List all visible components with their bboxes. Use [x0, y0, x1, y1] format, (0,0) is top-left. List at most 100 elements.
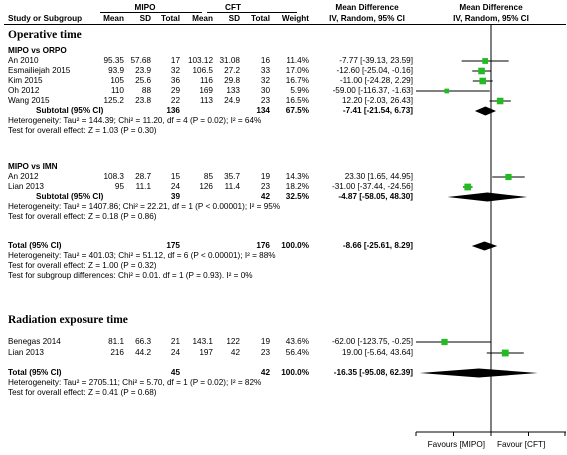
- subgroup-title-0: MIPO vs ORPO: [8, 46, 67, 55]
- overall-effect-1: Test for overall effect: Z = 0.18 (P = 0…: [8, 212, 157, 221]
- header-weight: Weight: [281, 14, 309, 23]
- study-row-1-0-name: An 2012: [8, 172, 39, 181]
- study-row-0-1-mean2: 106.5: [192, 66, 214, 75]
- heterogeneity-1: Heterogeneity: Tau² = 1407.86; Chi² = 22…: [8, 202, 281, 211]
- subtotal-row-0-weight: 67.5%: [285, 106, 309, 115]
- study-row-0-4-sd1: 23.8: [135, 96, 151, 105]
- header-md-text: Mean Difference: [335, 3, 399, 12]
- study-row-0-0-mean1: 95.35: [103, 56, 125, 65]
- study-row-0-0-n2: 16: [260, 56, 270, 65]
- study-row-0-4-weight: 16.5%: [285, 96, 309, 105]
- study-row-rad-1-mean2: 197: [199, 348, 213, 357]
- study-row-1-1-ci: -31.00 [-37.44, -24.56]: [331, 182, 413, 191]
- study-row-rad-1-n2: 23: [260, 348, 270, 357]
- study-row-0-0-mean2: 103.12: [187, 56, 213, 65]
- study-row-rad-1-mean1: 216: [110, 348, 124, 357]
- study-row-0-3-ci: -59.00 [-116.37, -1.63]: [332, 86, 413, 95]
- favours-left: Favours [MIPO]: [427, 440, 485, 449]
- subtotal-row-0-n2: 134: [256, 106, 270, 115]
- study-row-0-4-mean2: 113: [199, 96, 213, 105]
- total-heterogeneity-operative: Heterogeneity: Tau² = 401.03; Chi² = 51.…: [8, 251, 276, 260]
- study-row-0-4-n1: 22: [170, 96, 180, 105]
- study-row-0-4-sd2: 24.9: [224, 96, 240, 105]
- study-row-1-0-mean2: 85: [203, 172, 213, 181]
- total-row-radiation-weight: 100.0%: [281, 368, 309, 377]
- study-row-0-0-square: [482, 58, 489, 64]
- study-row-1-1-square: [464, 183, 472, 191]
- total-row-radiation-n2: 42: [260, 368, 270, 377]
- study-row-0-0-weight: 11.4%: [286, 56, 309, 65]
- study-row-0-2-ci: -11.00 [-24.28, 2.29]: [339, 76, 413, 85]
- study-row-0-0-sd1: 57.68: [130, 56, 152, 65]
- header-group2: CFT: [225, 3, 241, 12]
- study-row-0-1-name: Esmailiejah 2015: [8, 66, 71, 75]
- favours-right: Favour [CFT]: [497, 440, 546, 449]
- study-row-rad-0-ci: -62.00 [-123.75, -0.25]: [331, 337, 413, 346]
- study-row-1-0-n2: 19: [260, 172, 270, 181]
- overall-effect-0: Test for overall effect: Z = 1.03 (P = 0…: [8, 126, 157, 135]
- subtotal-row-0-label: Subtotal (95% CI): [36, 106, 104, 115]
- subgroup-title-1: MIPO vs IMN: [8, 162, 58, 171]
- study-row-1-1-mean1: 95: [114, 182, 124, 191]
- study-row-1-1-mean2: 126: [199, 182, 213, 191]
- study-row-0-2-n2: 32: [260, 76, 270, 85]
- study-row-0-0-ci: -7.77 [-39.13, 23.59]: [339, 56, 413, 65]
- study-row-rad-0-sd2: 122: [226, 337, 240, 346]
- section-title-radiation: Radiation exposure time: [8, 314, 128, 326]
- header-md-text-sub: IV, Random, 95% CI: [329, 14, 405, 23]
- study-row-0-3-sd1: 88: [141, 86, 151, 95]
- total-row-radiation-ci: -16.35 [-95.08, 62.39]: [333, 368, 413, 377]
- header-underline-group1: [100, 12, 202, 13]
- subtotal-row-1-diamond: [447, 192, 528, 202]
- header-underline-group2: [207, 12, 297, 13]
- study-row-rad-0-mean2: 143.1: [192, 337, 214, 346]
- study-row-rad-1-sd2: 42: [230, 348, 240, 357]
- study-row-0-3-mean2: 169: [199, 86, 213, 95]
- study-row-0-0-n1: 17: [170, 56, 180, 65]
- total-row-operative-ci: -8.66 [-25.61, 8.29]: [342, 241, 413, 250]
- total-row-operative-weight: 100.0%: [281, 241, 309, 250]
- study-row-0-1-weight: 17.0%: [285, 66, 309, 75]
- header-mean1: Mean: [103, 14, 124, 23]
- header-sd2: SD: [228, 14, 240, 23]
- header-total1: Total: [161, 14, 180, 23]
- study-row-0-3-sd2: 133: [226, 86, 240, 95]
- study-row-1-1-sd1: 11.1: [135, 182, 151, 191]
- heterogeneity-0: Heterogeneity: Tau² = 144.39; Chi² = 11.…: [8, 116, 262, 125]
- study-row-0-2-sd2: 29.8: [224, 76, 240, 85]
- subtotal-row-1-ci: -4.87 [-58.05, 48.30]: [338, 192, 413, 201]
- total-row-radiation-diamond: [419, 368, 538, 378]
- study-row-rad-0-name: Benegas 2014: [8, 337, 61, 346]
- study-row-1-0-mean1: 108.3: [103, 172, 125, 181]
- subgroup-differences: Test for subgroup differences: Chi² = 0.…: [8, 271, 253, 280]
- study-row-1-0-square: [505, 173, 512, 181]
- total-row-operative-n2: 176: [256, 241, 270, 250]
- study-row-rad-1-sd1: 44.2: [135, 348, 151, 357]
- header-rule: [4, 24, 566, 25]
- subtotal-row-1-weight: 32.5%: [285, 192, 309, 201]
- header-md-plot: Mean Difference: [459, 3, 523, 12]
- study-row-0-1-n2: 33: [260, 66, 270, 75]
- study-row-rad-0-n2: 19: [260, 337, 270, 346]
- study-row-0-2-mean2: 116: [199, 76, 213, 85]
- study-row-1-0-ci: 23.30 [1.65, 44.95]: [344, 172, 413, 181]
- study-row-0-2-n1: 36: [170, 76, 180, 85]
- study-row-0-1-sd2: 27.2: [224, 66, 240, 75]
- study-row-1-0-n1: 15: [170, 172, 180, 181]
- study-row-rad-0-square: [441, 338, 448, 346]
- total-row-radiation-n1: 45: [170, 368, 180, 377]
- study-row-0-1-n1: 32: [170, 66, 180, 75]
- total-overall-radiation: Test for overall effect: Z = 0.41 (P = 0…: [8, 388, 157, 397]
- study-row-0-3-square: [444, 88, 450, 94]
- study-row-0-1-sd1: 23.9: [135, 66, 151, 75]
- subtotal-row-0-n1: 136: [166, 106, 180, 115]
- total-row-operative-label: Total (95% CI): [8, 241, 62, 250]
- study-row-0-4-n2: 23: [260, 96, 270, 105]
- subtotal-row-1-n1: 39: [170, 192, 180, 201]
- header-mean2: Mean: [192, 14, 213, 23]
- study-row-rad-0-sd1: 66.3: [135, 337, 151, 346]
- study-row-rad-1-square: [501, 349, 509, 357]
- study-row-1-0-sd2: 35.7: [224, 172, 240, 181]
- study-row-1-0-sd1: 28.7: [135, 172, 151, 181]
